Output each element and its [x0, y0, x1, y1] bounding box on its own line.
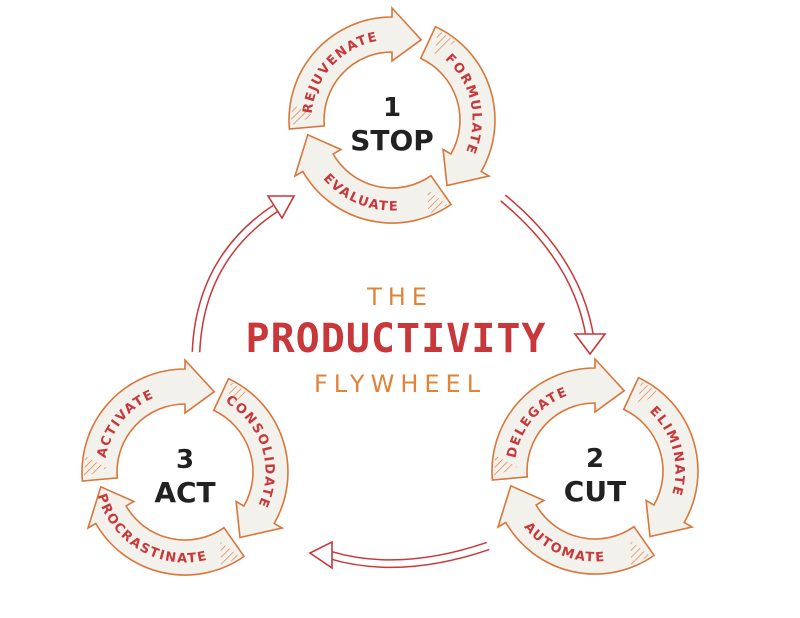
cycle-number: 1 — [383, 93, 401, 123]
cycle-arrow-segment — [622, 376, 699, 538]
title-line-the: THE — [366, 283, 433, 311]
cycle-arrow-segment — [419, 25, 496, 187]
cycle-label: ACT — [154, 476, 215, 509]
cycle-arrow-hatch — [427, 189, 447, 215]
cycle-arrow-segment — [86, 485, 246, 576]
cycle-arrow-hatch — [220, 541, 240, 567]
cycle-arrow-hatch — [434, 30, 456, 55]
cycle-number: 3 — [176, 445, 194, 475]
cycle-arrow-segment — [288, 5, 423, 130]
cycle-label: CUT — [564, 475, 626, 508]
cycle-arrow-hatch — [227, 382, 249, 407]
cycle-arrow-hatch — [291, 104, 315, 126]
cycle-arrow-hatch — [84, 456, 108, 478]
cycle-label: STOP — [350, 124, 434, 157]
connector-cut-to-act — [308, 540, 490, 570]
cycle-arrow-segment — [81, 357, 216, 482]
cycle-arrow-hatch — [630, 540, 650, 566]
cycle-arrow-hatch — [637, 381, 659, 406]
cycle-arrow-hatch — [494, 455, 518, 477]
cycle-arrow-segment — [293, 133, 453, 224]
flywheel-title: THE PRODUCTIVITY FLYWHEEL — [246, 283, 547, 398]
connector-stop-to-cut — [500, 194, 607, 356]
connector-act-to-stop — [191, 195, 296, 353]
title-line-flywheel: FLYWHEEL — [314, 370, 486, 398]
cycle-number: 2 — [586, 444, 604, 474]
cycle-arrow-segment — [491, 356, 626, 481]
cycle-arrow-segment — [496, 484, 656, 575]
title-line-productivity: PRODUCTIVITY — [246, 316, 547, 362]
cycle-arrow-segment — [212, 377, 289, 539]
